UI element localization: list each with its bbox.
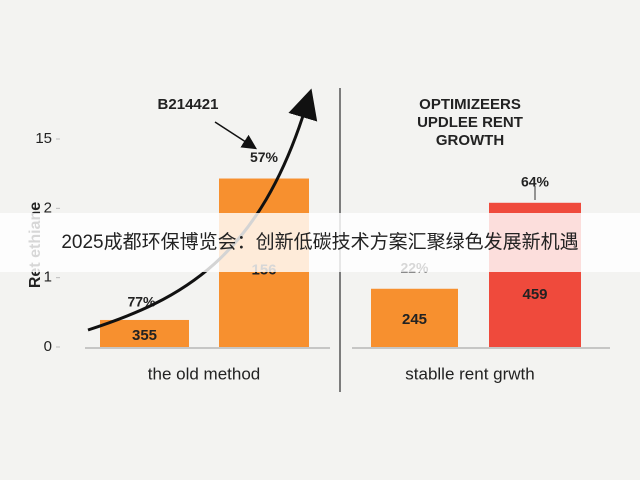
group-label: the old method <box>148 364 260 383</box>
y-tick-label: 1 <box>44 269 52 286</box>
bar-text: 355 <box>132 327 157 344</box>
percent-text: 77% <box>127 294 156 310</box>
bar <box>100 319 189 347</box>
percent-text: 64% <box>521 173 550 189</box>
y-tick-label: 0 <box>44 338 52 355</box>
bar-text: 459 <box>522 286 547 303</box>
percent-text: 57% <box>250 149 279 165</box>
annotation-arrow <box>214 121 258 150</box>
bar <box>371 288 458 347</box>
group-label: stablle rent grwth <box>405 364 534 383</box>
bar-text: 245 <box>402 311 427 328</box>
y-tick-label: 2 <box>44 199 52 216</box>
banner-bg <box>0 213 640 272</box>
y-tick-label: 15 <box>35 130 52 147</box>
panel-title: OPTIMIZEERS UPDLEE RENT GROWTH <box>417 96 523 149</box>
annotation: B214421 <box>158 96 219 113</box>
banner: 2025成都环保博览会：创新低碳技术方案汇聚绿色发展新机遇 <box>61 231 578 253</box>
